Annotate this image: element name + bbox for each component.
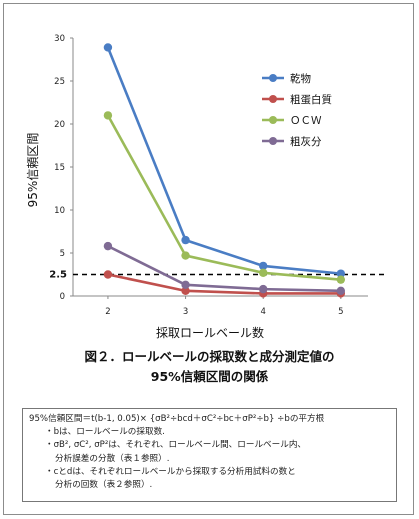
data-point — [181, 251, 190, 260]
chart-axes: 0 5 10 15 20 25 30 2 3 4 5 — [54, 34, 368, 317]
data-point — [181, 280, 190, 290]
figure-caption: 図２．ロールベールの採取数と成分測定値の 95%信頼区間の関係 — [0, 347, 419, 387]
note-item-variance: ・σB², σC², σP²は、それぞれ、ロールベール間、ロールベール内、 — [45, 440, 307, 451]
legend-marker — [269, 137, 277, 145]
legend-label: ＯＣＷ — [290, 115, 322, 127]
note-formula: 95%信頼区間＝t(b-1, 0.05)× {σB²÷bcd＋σC²÷bc＋σP… — [29, 414, 325, 424]
note-item-cd-cont: 分析の回数（表２参照）. — [55, 480, 153, 491]
legend-label: 粗灰分 — [290, 135, 322, 148]
data-point — [181, 286, 190, 296]
y-axis-label: 95%信頼区間 — [26, 133, 40, 208]
legend-marker — [269, 74, 277, 82]
caption-line-1: 図２．ロールベールの採取数と成分測定値の — [84, 349, 335, 364]
data-point — [103, 43, 113, 52]
x-axis-label: 採取ロールベール数 — [156, 325, 264, 340]
y-tick-label: 15 — [54, 163, 65, 173]
note-item-variance-cont: 分析誤差の分散（表１参照）. — [55, 453, 170, 464]
data-point — [181, 235, 190, 245]
data-point — [258, 284, 268, 294]
reference-line-label: 2.5 — [49, 270, 67, 281]
data-point — [103, 270, 113, 279]
y-tick-label: 30 — [54, 34, 65, 44]
series-3 — [103, 111, 346, 284]
reference-line-group: 2.5 — [49, 270, 388, 281]
x-tick-label: 4 — [260, 307, 265, 317]
series-line — [106, 46, 341, 275]
series-line — [106, 114, 341, 281]
figure-frame — [3, 3, 414, 515]
data-point — [336, 275, 346, 284]
data-point — [336, 286, 346, 296]
data-point — [103, 111, 113, 120]
legend-label: 乾物 — [290, 72, 311, 85]
caption-line-2: 95%信頼区間の関係 — [150, 369, 269, 384]
x-tick-label: 2 — [105, 307, 110, 317]
series-group — [103, 43, 346, 298]
series-line — [107, 244, 341, 293]
series-line — [107, 273, 341, 295]
x-tick-label: 5 — [338, 307, 343, 317]
data-point — [103, 241, 113, 251]
data-point — [258, 268, 268, 277]
y-tick-label: 10 — [54, 206, 65, 216]
legend-marker — [269, 116, 277, 124]
legend-marker — [269, 95, 277, 103]
y-tick-label: 5 — [60, 249, 65, 259]
y-tick-label: 20 — [54, 120, 65, 130]
data-point — [336, 269, 346, 278]
note-item-cd: ・cとdは、それぞれロールベールから採取する分析用試料の数と — [45, 466, 296, 477]
x-tick-label: 3 — [183, 307, 188, 317]
note-item-b: ・bは、ロールベールの採取数. — [45, 427, 165, 438]
data-point — [258, 261, 268, 271]
legend-label: 粗蛋白質 — [290, 93, 332, 106]
formula-note-box: 95%信頼区間＝t(b-1, 0.05)× {σB²÷bcd＋σC²÷bc＋σP… — [22, 408, 397, 502]
series-4 — [103, 241, 346, 296]
y-tick-label: 0 — [60, 292, 65, 302]
series-1 — [103, 43, 346, 278]
y-tick-label: 25 — [54, 77, 65, 87]
